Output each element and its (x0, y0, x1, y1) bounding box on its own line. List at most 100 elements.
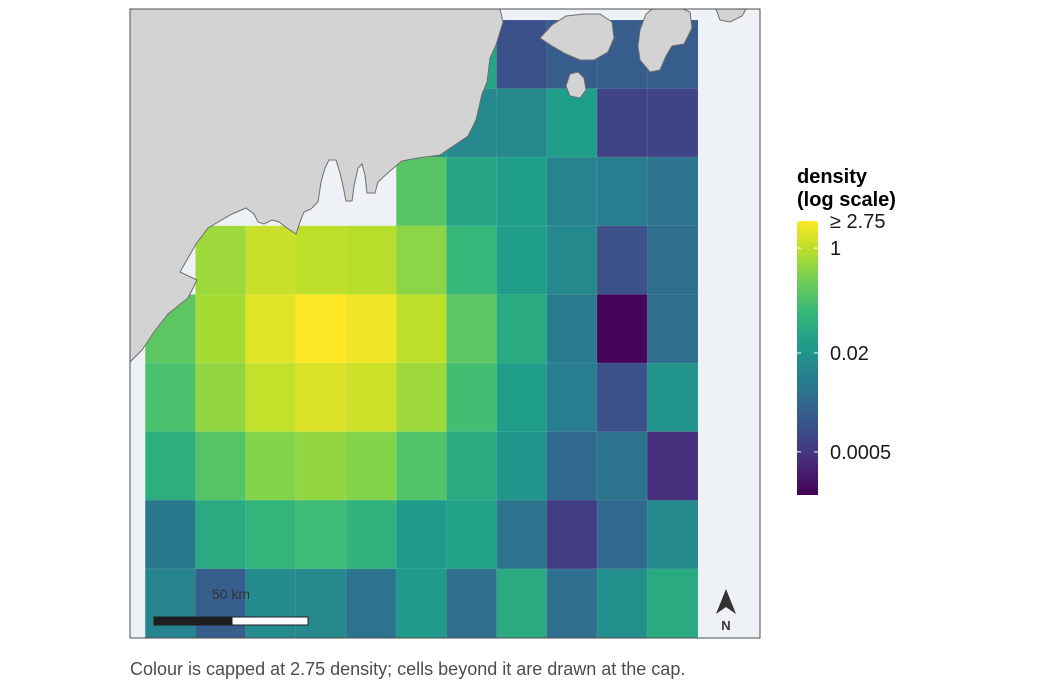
legend-tick-label: 0.02 (830, 343, 869, 365)
grid-cell (546, 293, 599, 365)
grid-cell (596, 431, 649, 502)
land-island-small (565, 71, 587, 99)
grid-cell (194, 499, 247, 570)
legend-tick-label: 0.0005 (830, 442, 891, 464)
grid-cell (546, 499, 599, 570)
grid-cell (445, 293, 498, 365)
grid-cell (596, 362, 649, 433)
grid-cell (646, 88, 699, 159)
grid-cell (345, 431, 398, 502)
grid-cell (395, 225, 448, 296)
grid-cell (496, 362, 548, 433)
grid-cell (245, 431, 297, 502)
density-grid (144, 19, 699, 638)
map-panel-border (129, 8, 761, 639)
grid-cell (194, 568, 247, 638)
grid-cell (395, 156, 448, 227)
grid-cell (445, 568, 498, 638)
grid-cell (245, 568, 297, 638)
land-northeast-tip (715, 9, 747, 23)
north-arrow: N (716, 589, 736, 633)
grid-cell (646, 568, 699, 638)
grid-cell (596, 88, 649, 159)
land-northeast (539, 13, 615, 61)
grid-cell (496, 19, 548, 90)
legend: density (log scale) ≥ 2.75 1 0.02 0.0005 (797, 166, 896, 495)
scale-bar-light-segment (231, 616, 309, 626)
grid-cell (245, 499, 297, 570)
land-mass (130, 9, 504, 363)
grid-cell (496, 431, 548, 502)
grid-cell (546, 568, 599, 638)
grid-cell (395, 431, 448, 502)
legend-colorbar (797, 221, 818, 495)
scale-bar-label: 50 km (212, 586, 250, 602)
north-arrow-label: N (721, 618, 730, 633)
grid-cell (295, 431, 348, 502)
grid-cell (445, 362, 498, 433)
north-arrow-icon (716, 589, 736, 614)
land-headland (637, 9, 693, 73)
grid-cell (445, 431, 498, 502)
grid-cell (596, 568, 649, 638)
legend-title-line1: density (797, 166, 868, 188)
grid-cell (144, 431, 197, 502)
grid-cell (546, 156, 599, 227)
grid-cell (144, 499, 197, 570)
grid-cell (445, 156, 498, 227)
grid-cell (395, 362, 448, 433)
grid-cell (596, 156, 649, 227)
grid-cell (194, 431, 247, 502)
grid-cell (144, 568, 197, 638)
grid-cell (345, 225, 398, 296)
grid-cell (496, 293, 548, 365)
grid-cell (546, 431, 599, 502)
grid-cell (194, 362, 247, 433)
scale-bar-dark-segment (154, 617, 232, 625)
grid-cell (646, 225, 699, 296)
grid-cell (646, 156, 699, 227)
grid-cell (395, 499, 448, 570)
grid-cell (295, 499, 348, 570)
grid-cell (546, 362, 599, 433)
grid-cell (245, 225, 297, 296)
grid-cell (295, 225, 348, 296)
grid-cell (596, 225, 649, 296)
grid-cell (596, 499, 649, 570)
grid-cell (646, 362, 699, 433)
grid-cell (496, 568, 548, 638)
grid-cell (345, 362, 398, 433)
grid-cell (496, 499, 548, 570)
grid-cell (295, 293, 348, 365)
figure-caption: Colour is capped at 2.75 density; cells … (130, 659, 686, 679)
grid-cell (395, 293, 448, 365)
grid-cell (395, 568, 448, 638)
grid-cell (144, 362, 197, 433)
grid-cell (345, 568, 398, 638)
legend-tick-label: 1 (830, 238, 841, 260)
grid-cell (596, 293, 649, 365)
grid-cell (646, 293, 699, 365)
grid-cell (194, 225, 247, 296)
grid-cell (646, 499, 699, 570)
grid-cell (445, 499, 498, 570)
grid-cell (345, 293, 398, 365)
grid-cell (546, 225, 599, 296)
grid-cell (245, 362, 297, 433)
scale-bar: 50 km (153, 586, 309, 626)
grid-cell (245, 293, 297, 365)
legend-tick-label: ≥ 2.75 (830, 211, 885, 233)
grid-cell (295, 362, 348, 433)
grid-cell (496, 156, 548, 227)
scale-bar-outline (153, 616, 309, 626)
grid-cell (496, 225, 548, 296)
legend-title-line2: (log scale) (797, 189, 896, 211)
grid-cell (646, 431, 699, 502)
grid-cell (295, 568, 348, 638)
grid-cell (194, 293, 247, 365)
grid-cell (345, 499, 398, 570)
grid-cell (546, 88, 599, 159)
grid-cell (496, 88, 548, 159)
grid-cell (445, 225, 498, 296)
